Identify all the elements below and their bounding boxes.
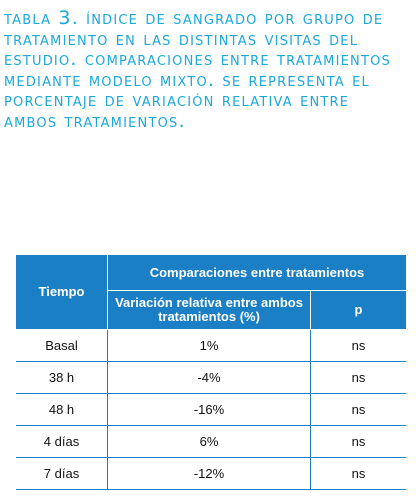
header-p: p — [310, 290, 406, 330]
cell-tiempo: 4 días — [16, 425, 108, 458]
cell-p: ns — [310, 329, 406, 362]
cell-variacion: 6% — [107, 425, 311, 458]
cell-p: ns — [310, 361, 406, 394]
cell-p: ns — [310, 393, 406, 426]
table-row: 4 días 6% ns — [16, 425, 406, 458]
cell-variacion: -12% — [107, 457, 311, 490]
cell-variacion: 1% — [107, 329, 311, 362]
cell-tiempo: 7 días — [16, 457, 108, 490]
cell-p: ns — [310, 457, 406, 490]
header-variacion: Variación relativa entre ambos tratamien… — [107, 290, 311, 330]
cell-variacion: -16% — [107, 393, 311, 426]
table-caption: Tabla 3. Índice de sangrado por grupo de… — [4, 7, 391, 132]
cell-p: ns — [310, 425, 406, 458]
cell-tiempo: 38 h — [16, 361, 108, 394]
header-tiempo: Tiempo — [16, 255, 108, 330]
table-row: 7 días -12% ns — [16, 457, 406, 490]
table-row: 38 h -4% ns — [16, 361, 406, 394]
table-row: Basal 1% ns — [16, 329, 406, 362]
header-row: Variación relativa entre ambos tratamien… — [16, 290, 406, 330]
cell-tiempo: Basal — [16, 329, 108, 362]
cell-tiempo: 48 h — [16, 393, 108, 426]
cell-variacion: -4% — [107, 361, 311, 394]
header-row: Tiempo Comparaciones entre tratamientos — [16, 255, 406, 330]
table-row: 48 h -16% ns — [16, 393, 406, 426]
comparison-table: Tiempo Comparaciones entre tratamientos … — [16, 255, 406, 490]
header-comparaciones: Comparaciones entre tratamientos — [107, 255, 406, 291]
